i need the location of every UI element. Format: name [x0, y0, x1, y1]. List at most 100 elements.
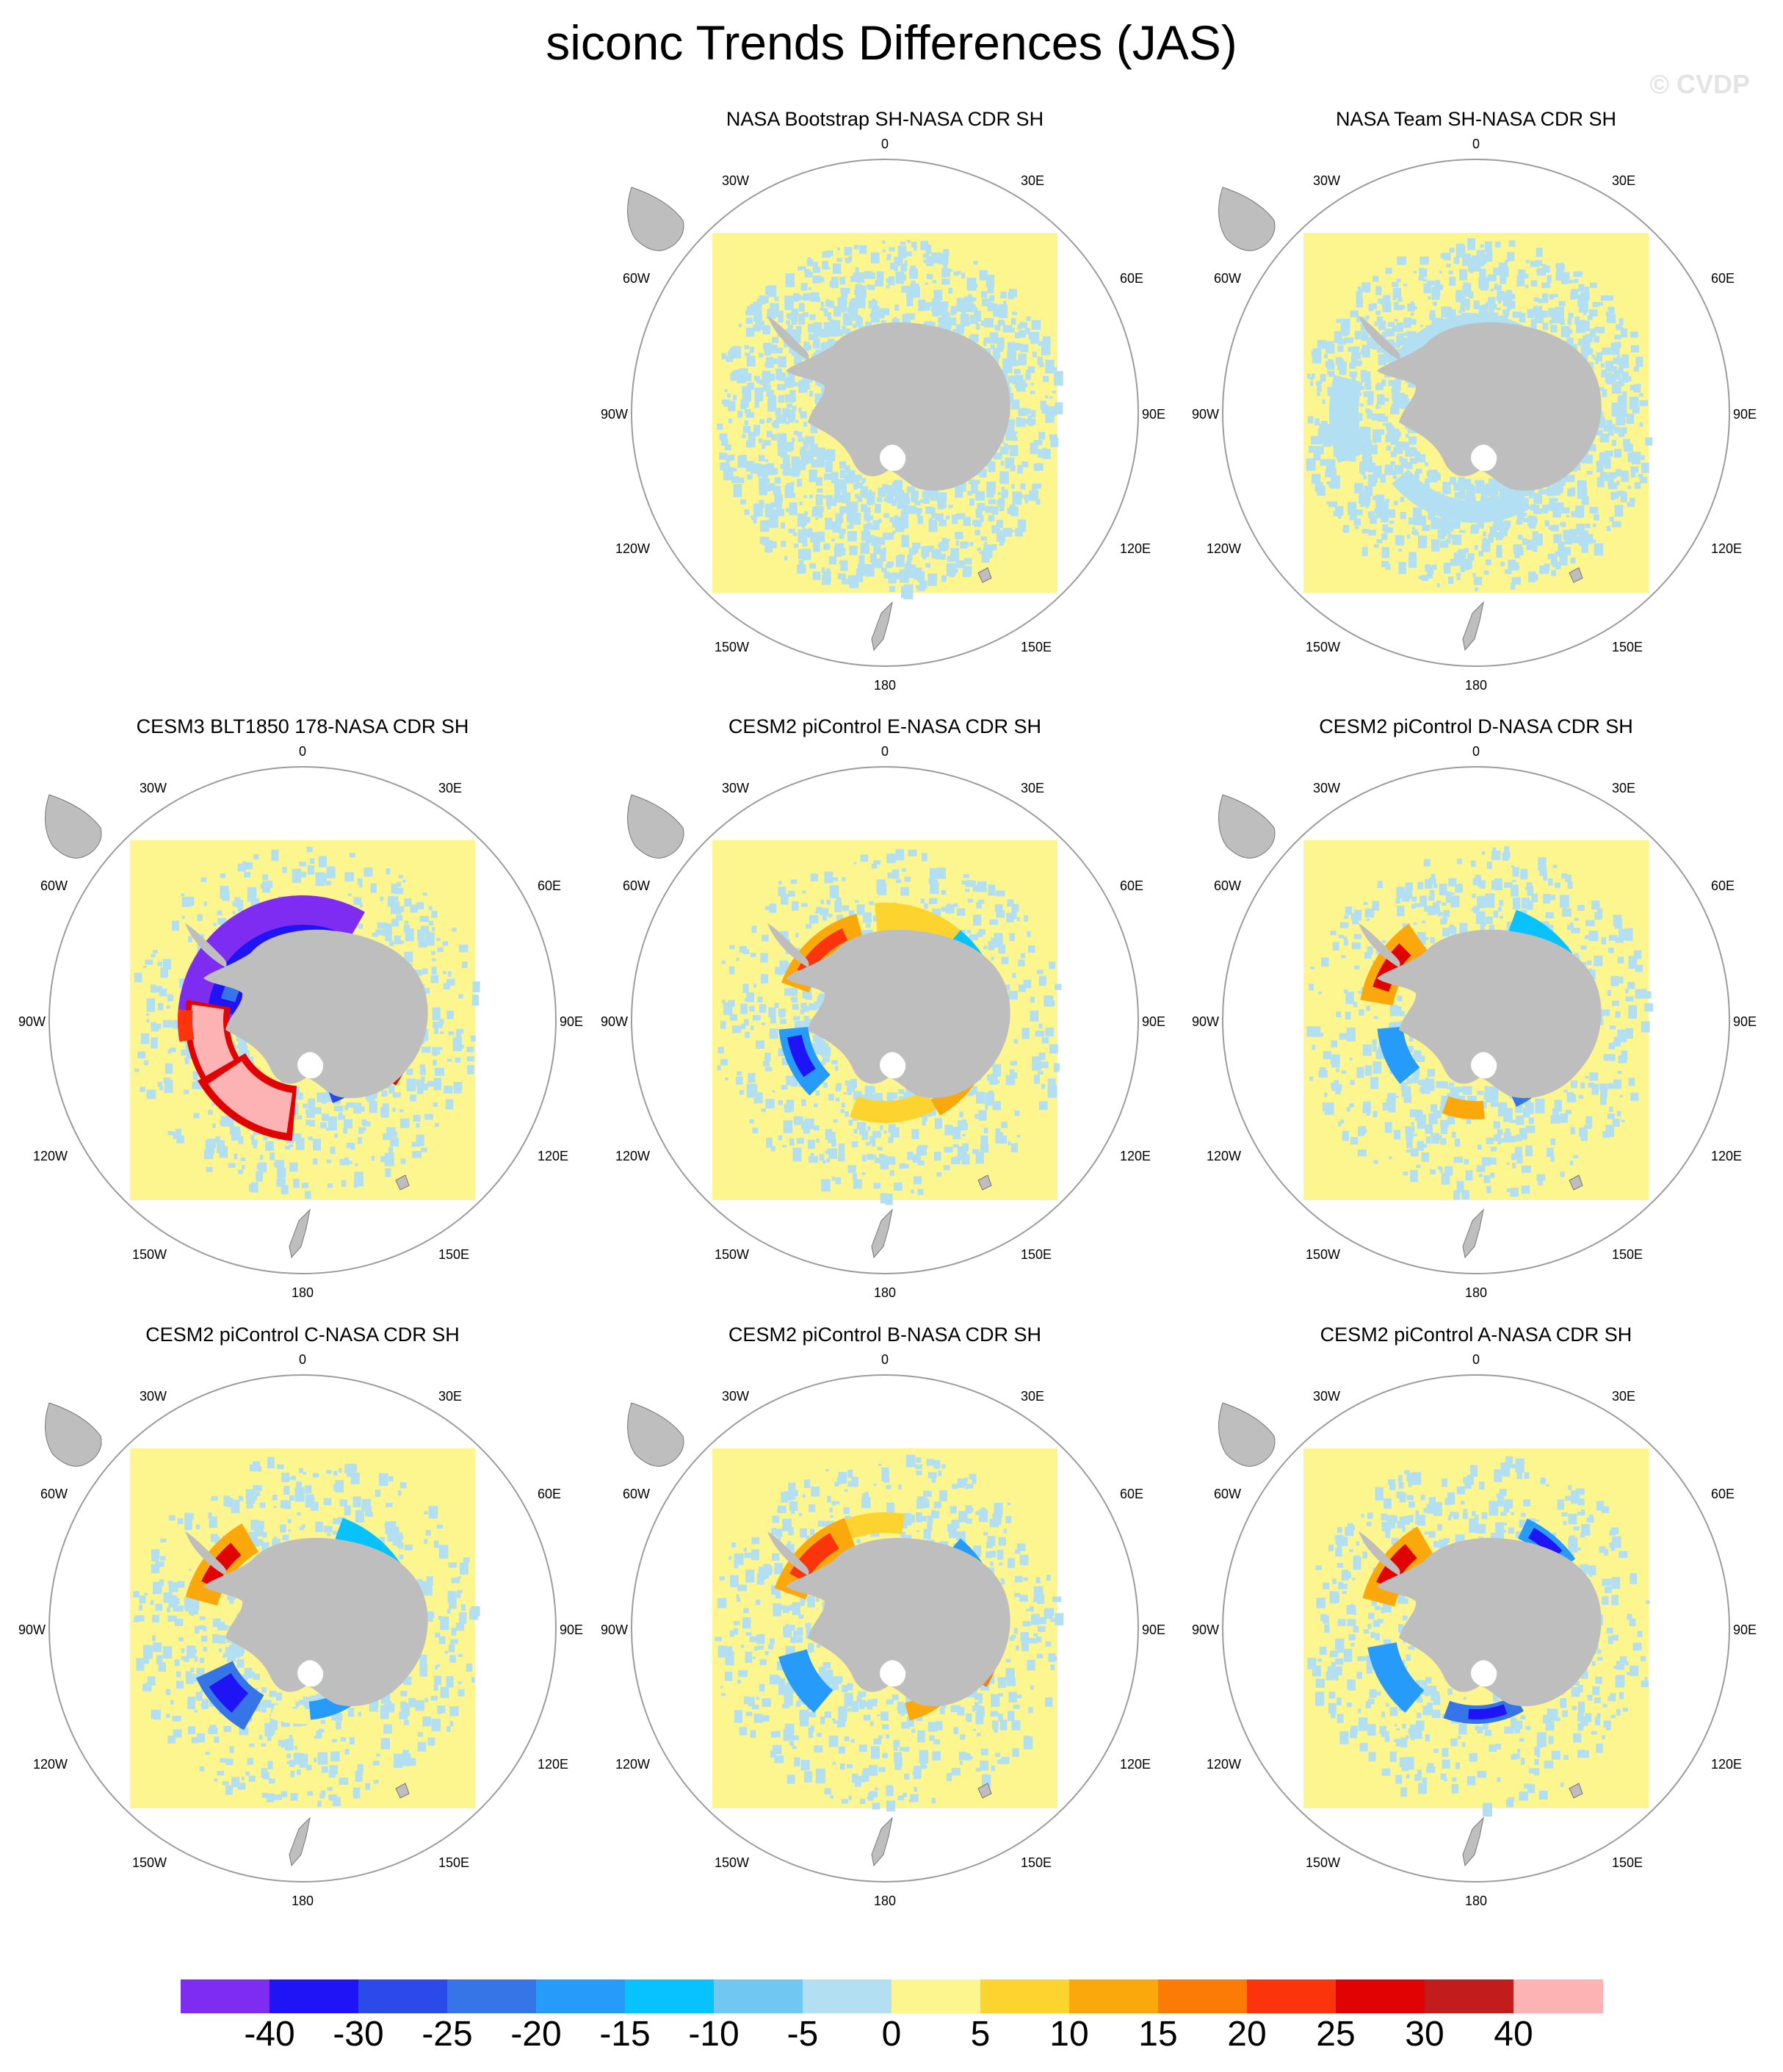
- anomaly-cell: [745, 317, 753, 324]
- anomaly-cell: [840, 463, 845, 469]
- anomaly-cell: [942, 540, 950, 550]
- anomaly-cell: [244, 1667, 253, 1678]
- anomaly-cell: [863, 912, 872, 923]
- anomaly-cell: [931, 252, 941, 261]
- anomaly-cell: [1018, 408, 1028, 416]
- anomaly-cell: [1403, 441, 1409, 451]
- anomaly-cell: [1395, 898, 1401, 904]
- anomaly-cell: [384, 1152, 394, 1166]
- anomaly-cell: [815, 517, 819, 521]
- anomaly-cell: [1354, 526, 1359, 530]
- anomaly-cell: [277, 1464, 284, 1470]
- anomaly-cell: [157, 1081, 162, 1087]
- anomaly-cell: [299, 1754, 308, 1768]
- anomaly-cell: [1483, 923, 1486, 927]
- anomaly-cell: [1054, 371, 1063, 386]
- anomaly-cell: [1010, 436, 1018, 441]
- anomaly-cell: [1381, 300, 1389, 306]
- anomaly-cell: [1594, 955, 1603, 967]
- anomaly-cell: [1390, 1004, 1399, 1017]
- anomaly-cell: [1552, 506, 1561, 518]
- anomaly-cell: [810, 422, 818, 433]
- anomaly-cell: [1337, 345, 1344, 353]
- anomaly-cell: [1385, 434, 1392, 442]
- anomaly-cell: [878, 885, 883, 889]
- anomaly-cell: [1417, 1119, 1426, 1127]
- anomaly-cell: [422, 892, 427, 896]
- anomaly-cell: [181, 1049, 189, 1056]
- anomaly-cell: [890, 499, 895, 503]
- anomaly-cell: [892, 481, 896, 486]
- longitude-label: 30E: [1612, 781, 1635, 795]
- anomaly-cell: [1016, 418, 1026, 427]
- anomaly-cell: [1602, 389, 1607, 397]
- anomaly-cell: [1551, 312, 1555, 317]
- anomaly-cell: [787, 324, 793, 329]
- anomaly-cell: [1317, 485, 1326, 496]
- anomaly-cell: [882, 249, 886, 253]
- anomaly-cell: [1488, 533, 1494, 541]
- watermark: © CVDP: [1649, 69, 1750, 99]
- anomaly-cell: [898, 1089, 905, 1094]
- anomaly-cell: [1525, 259, 1530, 264]
- anomaly-cell: [1047, 1085, 1057, 1098]
- anomaly-cell: [825, 517, 833, 530]
- anomaly-cell: [1487, 274, 1497, 282]
- anomaly-cell: [1306, 458, 1316, 472]
- anomaly-cell: [1340, 1119, 1345, 1124]
- anomaly-cell: [894, 256, 903, 264]
- anomaly-cell: [876, 271, 884, 281]
- anomaly-cell: [195, 1524, 200, 1530]
- anomaly-cell: [1030, 383, 1034, 386]
- anomaly-cell: [1400, 497, 1405, 502]
- anomaly-cell: [1429, 889, 1435, 898]
- anomaly-cell: [1313, 450, 1321, 461]
- anomaly-cell: [1442, 523, 1451, 534]
- anomaly-cell: [339, 1777, 349, 1786]
- anomaly-cell: [326, 867, 336, 878]
- anomaly-cell: [1363, 902, 1368, 906]
- anomaly-cell: [1390, 406, 1400, 415]
- anomaly-cell: [791, 308, 799, 314]
- anomaly-cell: [420, 1067, 427, 1075]
- map-boundary: [1222, 766, 1730, 1274]
- longitude-label: 120W: [1207, 541, 1241, 556]
- anomaly-cell: [971, 483, 978, 494]
- anomaly-cell: [1621, 372, 1629, 383]
- anomaly-cell: [875, 558, 883, 568]
- map-boundary: [1222, 159, 1730, 667]
- anomaly-cell: [1486, 1137, 1494, 1144]
- anomaly-cell: [328, 1795, 332, 1800]
- anomaly-cell: [417, 929, 425, 941]
- anomaly-cell: [930, 488, 938, 501]
- anomaly-cell: [1510, 1188, 1519, 1197]
- anomaly-cell: [736, 957, 739, 961]
- anomaly-cell: [1478, 1174, 1483, 1177]
- anomaly-cell: [281, 1185, 289, 1195]
- anomaly-cell: [388, 895, 394, 903]
- anomaly-cell: [969, 283, 974, 286]
- anomaly-cell: [418, 939, 427, 948]
- anomaly-cell: [1512, 311, 1522, 318]
- anomaly-cell: [1358, 289, 1364, 293]
- anomaly-cell: [1586, 455, 1593, 464]
- anomaly-cell: [397, 881, 402, 887]
- longitude-label: 60W: [1214, 878, 1241, 893]
- anomaly-cell: [417, 1741, 427, 1752]
- anomaly-cell: [881, 308, 890, 315]
- anomaly-cell: [1382, 422, 1386, 426]
- anomaly-cell: [1453, 520, 1461, 529]
- anomaly-cell: [1384, 527, 1394, 533]
- anomaly-cell: [753, 1092, 763, 1104]
- ross-ice-shelf: [1471, 1052, 1497, 1079]
- anomaly-cell: [724, 444, 731, 450]
- anomaly-band: [177, 1009, 195, 1042]
- anomaly-cell: [294, 1745, 297, 1750]
- anomaly-cell: [839, 506, 848, 513]
- anomaly-cell: [1011, 903, 1019, 912]
- anomaly-cell: [1610, 1025, 1616, 1030]
- anomaly-cell: [876, 497, 883, 502]
- anomaly-cell: [402, 879, 406, 883]
- anomaly-cell: [835, 1177, 842, 1185]
- anomaly-cell: [1386, 425, 1395, 436]
